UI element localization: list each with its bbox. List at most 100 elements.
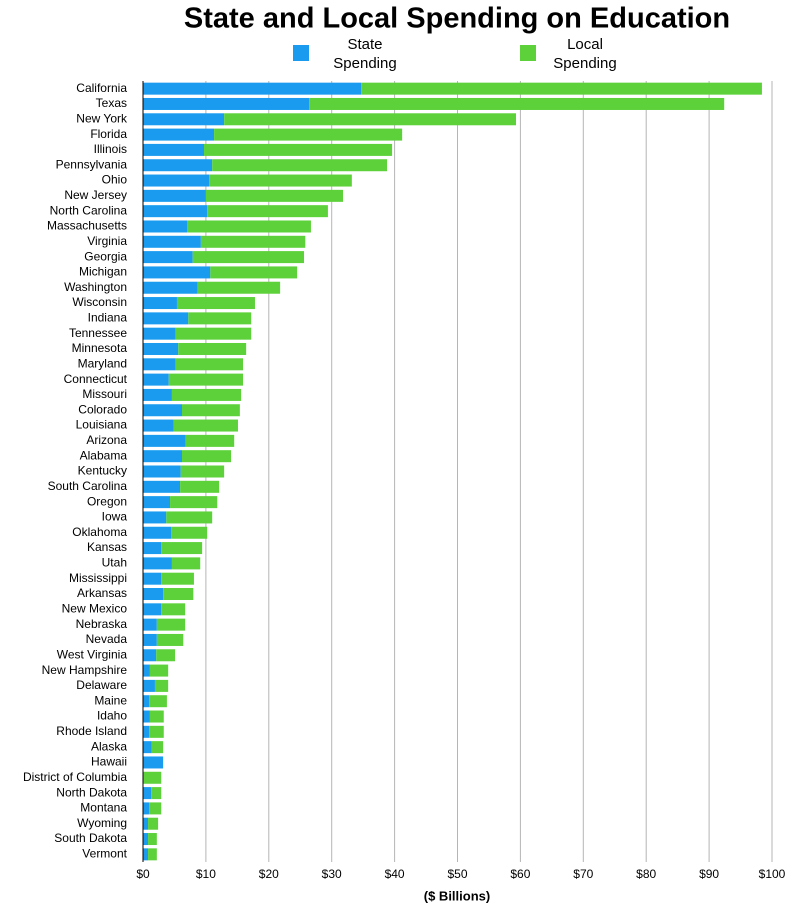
y-tick-label: Tennessee (69, 326, 127, 340)
bar-segment (205, 189, 344, 202)
bar-segment (175, 358, 244, 371)
bar-segment (143, 388, 172, 401)
bar-segment (187, 220, 311, 233)
y-tick-label: Wisconsin (72, 295, 127, 309)
y-tick-label: West Virginia (57, 647, 128, 661)
bar-segment (143, 82, 362, 95)
bar-segment (175, 327, 252, 340)
bar-segment (143, 787, 152, 800)
bar-segment (143, 756, 164, 769)
bar-segment (156, 649, 176, 662)
bar-segment (143, 189, 206, 202)
bar-segment (143, 557, 172, 570)
bar-segment (143, 588, 164, 601)
bar-segment (143, 205, 208, 218)
bar-segment (143, 771, 162, 784)
bar-segment (143, 802, 150, 815)
bar-segment (143, 542, 162, 555)
bar-segment (143, 664, 150, 677)
y-tick-label: South Carolina (48, 479, 128, 493)
bar-segment (143, 404, 182, 417)
bar-segment (143, 159, 213, 172)
bar-segment (143, 450, 182, 463)
bar-segment (192, 251, 305, 264)
y-tick-label: Rhode Island (56, 724, 127, 738)
y-tick-label: Arkansas (77, 586, 127, 600)
y-tick-label: Wyoming (77, 816, 127, 830)
bar-segment (143, 710, 150, 723)
y-tick-label: Virginia (87, 234, 127, 248)
bar-segment (143, 281, 198, 294)
y-tick-label: Arizona (86, 433, 127, 447)
y-tick-label: Kentucky (78, 464, 127, 478)
y-tick-label: California (76, 81, 127, 95)
y-tick-label: Nevada (86, 632, 128, 646)
bar-segment (143, 327, 176, 340)
y-tick-label: Kansas (87, 540, 127, 554)
y-tick-label: Michigan (79, 265, 127, 279)
bar-segment (171, 526, 208, 539)
bar-segment (143, 603, 162, 616)
y-tick-label: Indiana (88, 311, 128, 325)
bar-segment (224, 113, 516, 126)
bar-segment (143, 649, 157, 662)
y-tick-label: Missouri (82, 387, 127, 401)
x-tick-label: $60 (510, 867, 530, 881)
bar-segment (168, 373, 244, 386)
bar-segment (143, 297, 177, 310)
bar-segment (143, 220, 188, 233)
y-tick-label: Hawaii (91, 755, 127, 769)
y-tick-label: Mississippi (69, 571, 127, 585)
y-tick-label: New Jersey (64, 188, 127, 202)
bar-segment (149, 725, 164, 738)
bar-segment (143, 725, 150, 738)
bar-segment (143, 266, 211, 279)
y-tick-label: Minnesota (72, 341, 128, 355)
y-tick-label: Oregon (87, 494, 127, 508)
y-tick-label: Montana (80, 801, 127, 815)
y-tick-label: New Mexico (62, 601, 128, 615)
bar-segment (143, 511, 167, 524)
bar-segment (143, 251, 193, 264)
bar-segment (143, 848, 149, 861)
bar-segment (197, 281, 281, 294)
bar-segment (143, 496, 171, 509)
bar-segment (166, 511, 213, 524)
legend-label: Local Spending (553, 36, 617, 72)
bar-segment (212, 159, 388, 172)
y-tick-label: Colorado (78, 402, 127, 416)
y-tick-label: Washington (64, 280, 127, 294)
x-tick-label: $40 (385, 867, 405, 881)
bar-segment (149, 710, 164, 723)
bar-segment (207, 205, 328, 218)
y-tick-label: Vermont (82, 847, 127, 861)
bar-segment (181, 404, 240, 417)
bar-segment (143, 817, 149, 830)
bar-segment (161, 572, 194, 585)
y-tick-label: Louisiana (76, 418, 128, 432)
bar-segment (171, 388, 242, 401)
bar-segment (143, 465, 181, 478)
bar-segment (209, 174, 352, 187)
y-tick-label: New York (76, 111, 128, 125)
bar-segment (181, 450, 232, 463)
bar-segment (154, 679, 169, 692)
bar-segment (148, 817, 159, 830)
y-tick-label: Maryland (78, 356, 127, 370)
bar-segment (143, 312, 189, 325)
chart-title: State and Local Spending on Education (184, 3, 730, 35)
bar-segment (143, 143, 205, 156)
y-tick-label: Oklahoma (72, 525, 127, 539)
bar-segment (171, 557, 201, 570)
bar-segment (143, 174, 210, 187)
bar-segment (149, 802, 162, 815)
x-tick-label: $50 (447, 867, 467, 881)
x-tick-label: $20 (259, 867, 279, 881)
y-tick-label: Nebraska (76, 617, 128, 631)
bar-segment (143, 679, 155, 692)
y-tick-label: Illinois (94, 142, 127, 156)
bar-segment (143, 480, 181, 493)
x-tick-label: $10 (196, 867, 216, 881)
legend-swatch (293, 45, 309, 61)
